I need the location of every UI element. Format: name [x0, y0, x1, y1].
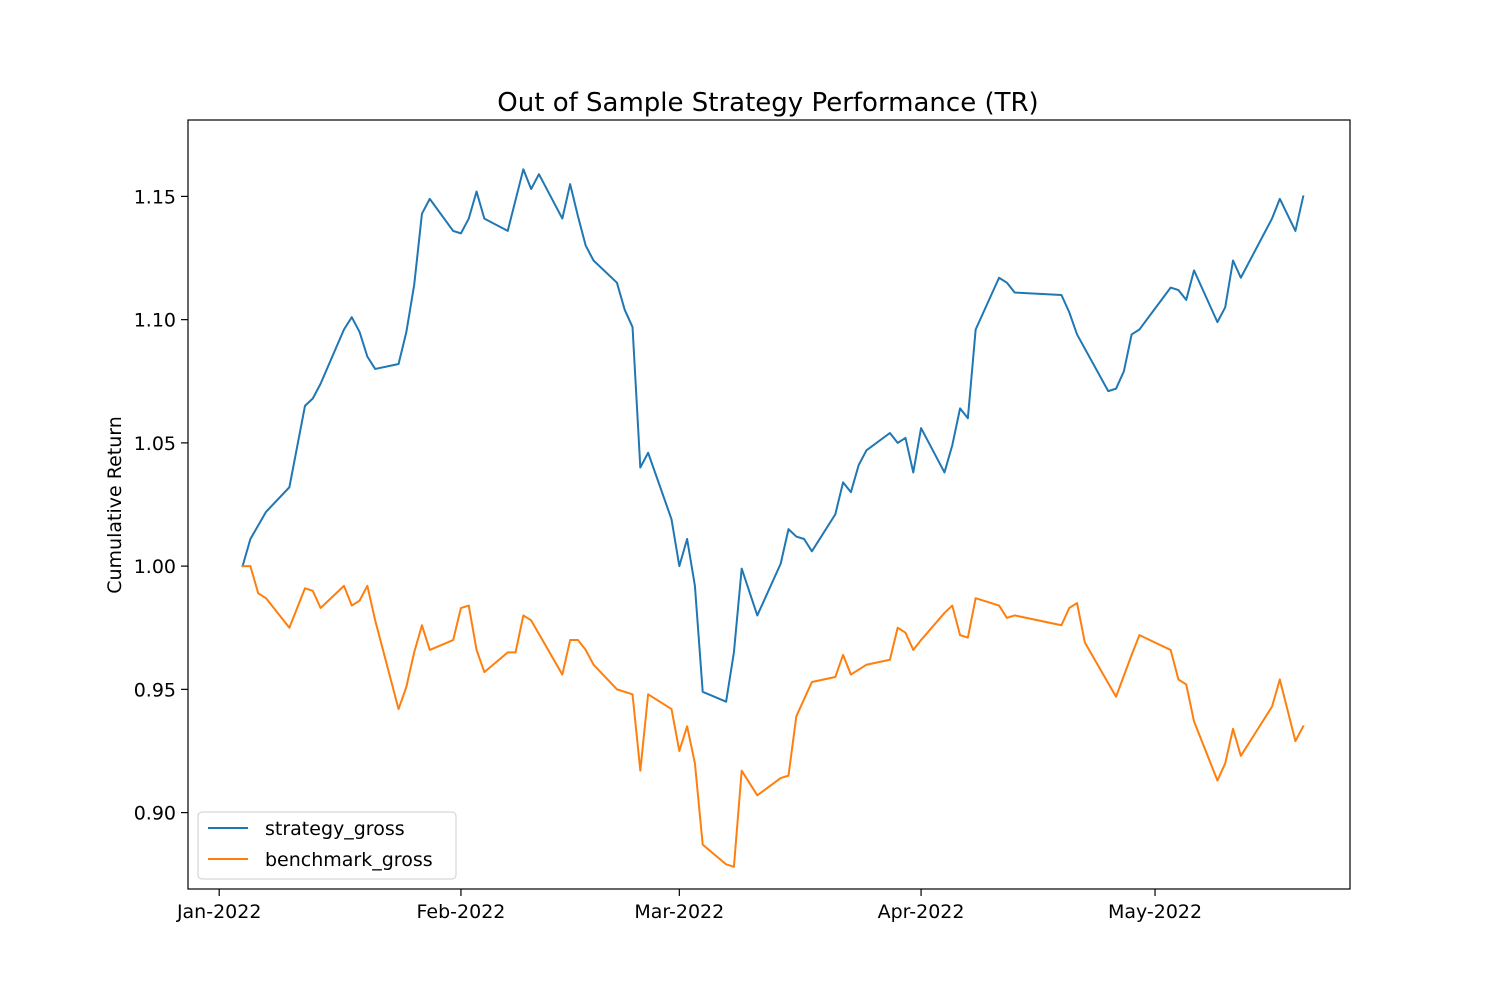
legend-label: benchmark_gross [265, 849, 433, 871]
legend: strategy_gross benchmark_gross [197, 811, 457, 880]
y-tick-label: 1.05 [134, 433, 176, 455]
y-tick-label: 1.10 [134, 310, 176, 332]
x-tick-label: Mar-2022 [634, 901, 724, 923]
series-line-benchmark_gross [241, 565, 1305, 868]
y-tick-label: 1.15 [134, 186, 176, 208]
chart-title: Out of Sample Strategy Performance (TR) [497, 88, 1038, 118]
axes-frame [187, 119, 1351, 890]
legend-label: strategy_gross [265, 818, 405, 840]
plot-area: Jan-2022 Feb-2022 Mar-2022 Apr-2022 May-2022… [134, 119, 1351, 923]
y-tick-label: 1.00 [134, 556, 176, 578]
x-tick-label: Feb-2022 [417, 901, 506, 923]
x-tick-label: Apr-2022 [878, 901, 965, 923]
y-tick-label: 0.95 [134, 679, 176, 701]
series-line-strategy_gross [241, 168, 1305, 703]
legend-box [197, 811, 457, 880]
x-tick-label: May-2022 [1108, 901, 1202, 923]
y-tick-label: 0.90 [134, 803, 176, 825]
x-tick-label: Jan-2022 [176, 901, 262, 923]
y-axis-label: Cumulative Return [104, 416, 126, 594]
